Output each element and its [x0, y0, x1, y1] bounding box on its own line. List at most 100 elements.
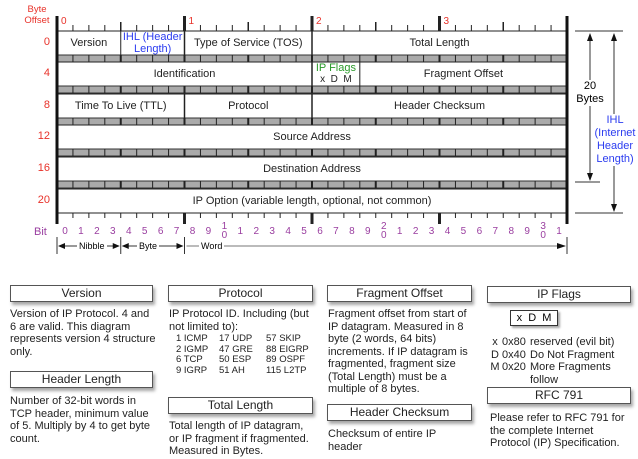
bit-number: 6	[476, 226, 483, 237]
row-offset: 8	[43, 99, 50, 111]
bit-number: 5	[141, 226, 148, 237]
field-label: Time To Live (TTL)	[74, 100, 167, 112]
row-offset: 16	[37, 162, 50, 174]
field-label: IP Option (variable length, optional, no…	[192, 195, 432, 207]
bit-number: 9	[524, 226, 530, 237]
fragment-offset-legend-title: Fragment Offset	[327, 285, 472, 302]
bit-number: 9	[365, 226, 371, 237]
bit-number: 3	[110, 226, 116, 237]
arrow-right-icon	[176, 243, 184, 249]
flag-bits: x D M	[320, 74, 352, 85]
word-label: Word	[199, 241, 225, 251]
flag-item: 0x40	[502, 348, 526, 361]
bit-number: 2	[253, 226, 260, 237]
arrow-right-icon	[112, 243, 120, 249]
bit-number: 4	[285, 226, 291, 237]
flag-item: M	[490, 361, 500, 373]
field-label: Protocol	[228, 100, 269, 112]
protocol-id: 51 AH	[219, 364, 245, 376]
protocol-id: 9 IGRP	[176, 364, 208, 376]
flag-item: 0x80	[502, 336, 526, 348]
field-label: Header Checksum	[393, 100, 486, 112]
header-checksum-legend-title: Header Checksum	[327, 404, 472, 421]
bit-number: 5	[301, 226, 307, 237]
flag-item: D	[491, 348, 499, 361]
bit-number: 3 0	[540, 221, 546, 241]
protocol-id: 88 EIGRP	[266, 343, 309, 355]
byte-number: 0	[61, 16, 67, 27]
bit-number: 7	[492, 226, 499, 237]
field-label: Identification	[153, 68, 216, 80]
bit-number: 8	[189, 226, 196, 237]
row-offset: 4	[43, 67, 50, 79]
field-label: Fragment Offset	[423, 68, 504, 80]
bit-number: 1	[396, 226, 403, 237]
version-legend-text: Version of IP Protocol. 4 and 6 are vali…	[10, 308, 156, 358]
field-protocol: Protocol	[185, 94, 313, 118]
header-length-legend-text: Number of 32-bit words in TCP header, mi…	[10, 395, 151, 445]
flag-item: More Fragments follow	[530, 361, 611, 386]
total-length-legend-title: Total Length	[168, 397, 313, 414]
protocol-legend-text: IP Protocol ID. Including (but not limit…	[169, 308, 309, 333]
field-label: Destination Address	[263, 163, 361, 175]
bit-number: 2	[94, 226, 100, 237]
bit-number: 1	[78, 226, 84, 237]
bit-number: 7	[333, 226, 339, 237]
field-fragment-offset: Fragment Offset	[360, 62, 567, 86]
bit-number: 8	[508, 226, 515, 237]
flag-item: Do Not Fragment	[530, 348, 615, 361]
protocol-id: 1 ICMP	[176, 333, 208, 344]
flag-item: reserved (evil bit)	[530, 336, 615, 348]
bit-label: Bit	[34, 226, 47, 238]
flag-item: x	[492, 336, 498, 348]
byte-label: Byte	[137, 241, 160, 251]
bit-number: 1	[556, 226, 562, 237]
arrow-left-icon	[58, 243, 65, 249]
field-label: Total Length	[409, 37, 470, 49]
bit-number: 1 0	[221, 221, 228, 241]
field-ihl-header-length: IHL (Header Length)	[121, 31, 185, 55]
protocol-legend-title: Protocol	[168, 285, 313, 302]
bit-number: 0	[62, 226, 68, 237]
bit-number: 2	[412, 226, 419, 237]
byte-offset-label: Byte Offset	[24, 4, 50, 26]
bit-number: 1	[237, 226, 244, 237]
ip-flags-box: x D M	[510, 310, 558, 326]
header-length-legend-title: Header Length	[10, 371, 153, 388]
total-length-legend-text: Total length of IP datagram, or IP fragm…	[169, 420, 309, 457]
field-label: Source Address	[273, 131, 351, 143]
protocol-id: 89 OSPF	[266, 354, 306, 365]
field-header-checksum: Header Checksum	[312, 94, 567, 118]
protocol-id: 17 UDP	[219, 333, 253, 344]
rfc-legend-text: Please refer to RFC 791 for the complete…	[490, 412, 625, 449]
arrow-up-icon	[587, 33, 593, 41]
ihl-side-label: IHL (Internet Header Length)	[592, 114, 638, 166]
field-version: Version	[57, 31, 121, 55]
bit-number: 6	[157, 226, 164, 237]
protocol-id: 2 IGMP	[176, 343, 209, 355]
byte-number: 2	[316, 16, 322, 27]
protocol-id: 50 ESP	[219, 354, 252, 365]
protocol-id: 57 SKIP	[266, 333, 301, 344]
bit-number: 5	[460, 226, 467, 237]
field-total-length: Total Length	[312, 31, 567, 55]
twenty-bytes-label: 20 Bytes	[570, 80, 610, 106]
field-type-of-service-tos: Type of Service (TOS)	[185, 31, 313, 55]
protocol-id: 115 L2TP	[266, 364, 307, 376]
protocol-id: 6 TCP	[176, 354, 203, 365]
bit-number: 3	[428, 226, 435, 237]
bit-number: 9	[205, 226, 212, 237]
row-offset: 20	[37, 194, 50, 206]
field-label: Type of Service (TOS)	[193, 37, 303, 49]
arrow-left-icon	[121, 243, 129, 249]
header-row	[56, 124, 568, 150]
arrow-down-icon	[587, 173, 593, 181]
bit-number: 3	[269, 226, 275, 237]
field-identification: Identification	[57, 62, 312, 86]
nibble-label: Nibble	[77, 241, 107, 251]
arrow-up-icon	[611, 33, 617, 41]
byte-number: 3	[443, 16, 450, 27]
field-time-to-live-ttl: Time To Live (TTL)	[57, 94, 185, 118]
